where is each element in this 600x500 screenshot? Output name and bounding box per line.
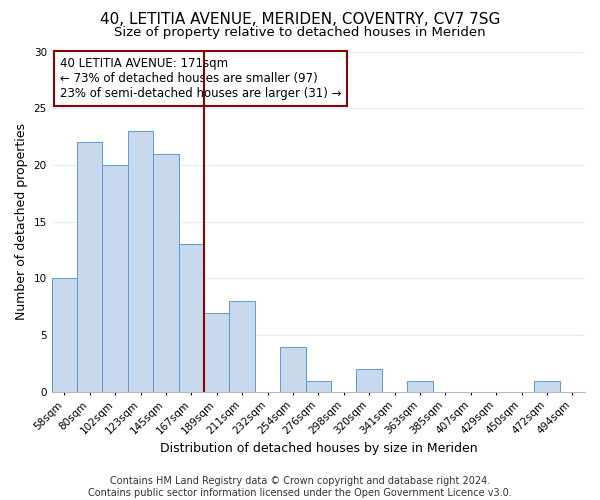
Bar — [128, 131, 153, 392]
Bar — [153, 154, 179, 392]
Text: Size of property relative to detached houses in Meriden: Size of property relative to detached ho… — [114, 26, 486, 39]
Bar — [103, 165, 128, 392]
Text: 40 LETITIA AVENUE: 171sqm
← 73% of detached houses are smaller (97)
23% of semi-: 40 LETITIA AVENUE: 171sqm ← 73% of detac… — [59, 56, 341, 100]
Bar — [52, 278, 77, 392]
Bar — [204, 312, 229, 392]
Y-axis label: Number of detached properties: Number of detached properties — [15, 123, 28, 320]
Bar — [534, 380, 560, 392]
Text: Contains HM Land Registry data © Crown copyright and database right 2024.
Contai: Contains HM Land Registry data © Crown c… — [88, 476, 512, 498]
Bar — [229, 301, 255, 392]
Text: 40, LETITIA AVENUE, MERIDEN, COVENTRY, CV7 7SG: 40, LETITIA AVENUE, MERIDEN, COVENTRY, C… — [100, 12, 500, 28]
Bar — [179, 244, 204, 392]
Bar — [356, 370, 382, 392]
X-axis label: Distribution of detached houses by size in Meriden: Distribution of detached houses by size … — [160, 442, 477, 455]
Bar — [77, 142, 103, 392]
Bar — [407, 380, 433, 392]
Bar — [280, 346, 305, 392]
Bar — [305, 380, 331, 392]
